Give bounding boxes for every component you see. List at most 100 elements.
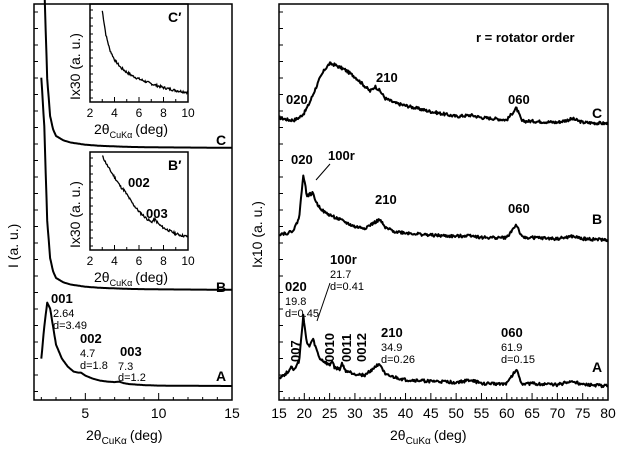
right-x-tick-label: 60 — [499, 405, 515, 421]
rotator-order-note: r = rotator order — [476, 30, 575, 45]
right-a-peak-060-d: d=0.15 — [501, 354, 535, 366]
inset-x-tick-label: 4 — [111, 254, 118, 268]
right-c-peak-210: 210 — [376, 70, 398, 85]
right-xlabel: 2θCuKα (deg) — [390, 427, 467, 447]
inset-b-xlabel: 2θCuKα (deg) — [94, 269, 168, 288]
right-b-100r-leader — [315, 163, 331, 181]
left-peak-002-2theta: 4.7 — [80, 348, 95, 360]
left-peak-003-d: d=1.2 — [118, 372, 146, 384]
right-x-tick-label: 75 — [575, 405, 591, 421]
left-peak-001-hkl: 001 — [51, 291, 73, 306]
inset-x-tick-label: 2 — [87, 254, 94, 268]
right-b-peak-020: 020 — [291, 152, 313, 167]
right-curve-a — [278, 313, 609, 389]
inset-x-tick-label: 6 — [136, 254, 143, 268]
left-x-ticks — [40, 393, 233, 400]
right-x-tick-label: 35 — [372, 405, 388, 421]
right-x-tick-label: 15 — [271, 405, 287, 421]
right-a-peak-100r-2theta: 21.7 — [330, 269, 351, 281]
right-x-tick-label: 45 — [423, 405, 439, 421]
left-curve-a — [40, 301, 233, 387]
right-b-peak-100r: 100r — [328, 148, 355, 163]
right-a-peak-210-hkl: 210 — [381, 325, 403, 340]
inset-c-x-tick-labels: 2 4 6 8 10 — [87, 106, 195, 120]
left-x-tick-label: 10 — [151, 405, 167, 421]
inset-b-x-tick-labels: 2 4 6 8 10 — [87, 254, 195, 268]
right-a-peak-210-d: d=0.26 — [381, 354, 415, 366]
right-x-tick-label: 70 — [550, 405, 566, 421]
inset-c-ylabel: Ix30 (a. u.) — [67, 33, 83, 100]
inset-b-curve — [101, 155, 189, 238]
right-label-b: B — [592, 211, 602, 227]
inset-c-x-ticks — [89, 9, 189, 102]
inset-x-tick-label: 10 — [181, 254, 195, 268]
right-x-tick-label: 55 — [474, 405, 490, 421]
right-a-peak-020-2theta: 19.8 — [285, 296, 306, 308]
left-x-tick-labels: 5 10 15 — [81, 405, 240, 421]
inset-c-name: C′ — [168, 9, 182, 25]
right-ylabel: Ix10 (a. u.) — [249, 201, 265, 268]
left-ylabel: I (a. u.) — [5, 224, 21, 268]
inset-b-peak-003: 003 — [146, 206, 168, 221]
right-a-peak-100r-hkl: 100r — [330, 252, 357, 267]
left-label-c: C — [216, 132, 226, 148]
left-curve-b — [40, 77, 233, 291]
right-label-c: C — [592, 105, 602, 121]
right-a-peak-0012: 0012 — [354, 333, 369, 362]
right-plot-frame — [278, 3, 609, 401]
inset-x-tick-label: 10 — [181, 106, 195, 120]
right-x-tick-label: 25 — [322, 405, 338, 421]
left-y-ticks — [34, 11, 38, 392]
right-x-tick-label: 80 — [600, 405, 616, 421]
right-x-tick-label: 65 — [524, 405, 540, 421]
inset-b-prime: 2 4 6 8 10 B′ 002 003 Ix30 (a. u.) 2θCuKα (de… — [67, 151, 195, 288]
right-x-tick-label: 50 — [448, 405, 464, 421]
inset-c-xlabel: 2θCuKα (deg) — [94, 121, 168, 140]
right-x-tick-label: 20 — [297, 405, 313, 421]
left-label-a: A — [216, 368, 226, 384]
right-a-peak-020-d: d=0.45 — [285, 308, 319, 320]
right-x-tick-labels: 15 20 25 30 35 40 45 50 55 60 65 70 75 80 — [271, 405, 616, 421]
inset-b-peak-002: 002 — [128, 175, 150, 190]
inset-x-tick-label: 8 — [160, 106, 167, 120]
right-a-peak-020-hkl: 020 — [285, 279, 307, 294]
left-peak-002-hkl: 002 — [80, 331, 102, 346]
left-curve-c — [43, 0, 233, 149]
left-x-tick-label: 15 — [224, 405, 240, 421]
left-plot-frame — [33, 3, 233, 401]
inset-c-curve — [101, 10, 189, 95]
right-c-peak-020: 020 — [286, 92, 308, 107]
right-a-peak-0010: 0010 — [322, 333, 337, 362]
right-label-a: A — [592, 359, 602, 375]
inset-b-x-ticks — [89, 157, 189, 250]
left-xlabel: 2θCuKα (deg) — [86, 427, 163, 447]
right-a-peak-210-2theta: 34.9 — [381, 342, 402, 354]
right-x-tick-label: 30 — [347, 405, 363, 421]
right-y-ticks — [279, 11, 283, 392]
right-a-peak-060-2theta: 61.9 — [501, 342, 522, 354]
left-x-tick-label: 5 — [81, 405, 89, 421]
left-peak-003-hkl: 003 — [120, 344, 142, 359]
inset-x-tick-label: 6 — [136, 106, 143, 120]
inset-x-tick-label: 8 — [160, 254, 167, 268]
left-peak-003-2theta: 7.3 — [118, 361, 133, 373]
right-curve-b — [278, 174, 609, 243]
right-x-ticks — [278, 393, 609, 400]
right-x-tick-label: 40 — [398, 405, 414, 421]
right-a-peak-060-hkl: 060 — [501, 325, 523, 340]
right-c-peak-060: 060 — [508, 92, 530, 107]
inset-b-ylabel: Ix30 (a. u.) — [67, 181, 83, 248]
left-peak-001-d: d=3.49 — [53, 320, 87, 332]
right-b-peak-060: 060 — [508, 201, 530, 216]
right-a-100r-leader — [316, 282, 331, 322]
right-a-peak-0011: 0011 — [339, 334, 354, 362]
right-b-peak-210: 210 — [375, 192, 397, 207]
inset-x-tick-label: 4 — [111, 106, 118, 120]
left-label-b: B — [216, 279, 226, 295]
inset-x-tick-label: 2 — [87, 106, 94, 120]
right-a-peak-100r-d: d=0.41 — [330, 281, 364, 293]
inset-b-name: B′ — [168, 157, 182, 173]
right-a-peak-007: 007 — [288, 340, 303, 362]
left-peak-001-2theta: 2.64 — [53, 308, 74, 320]
